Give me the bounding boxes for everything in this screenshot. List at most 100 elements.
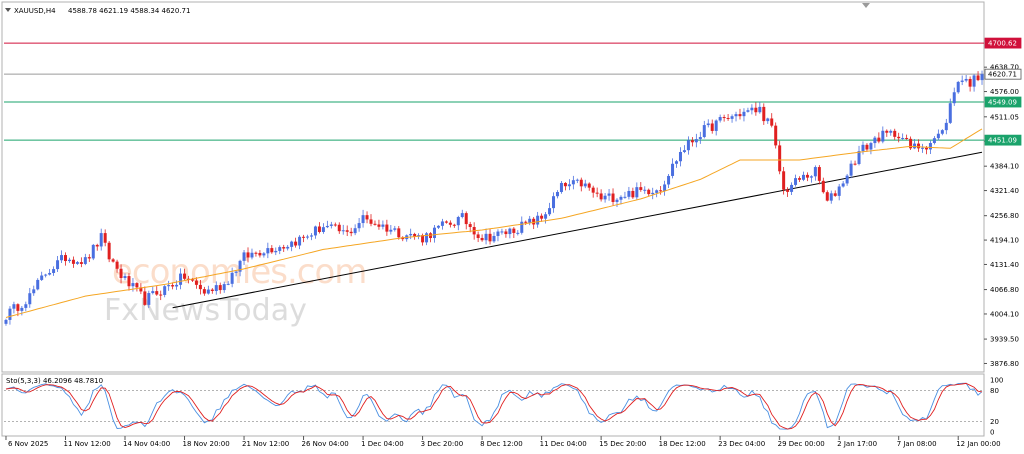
candle [865, 143, 869, 152]
candle [726, 113, 730, 121]
candle [436, 225, 440, 229]
candle [559, 180, 563, 194]
svg-text:4549.09: 4549.09 [988, 99, 1017, 107]
time-tick-label: 12 Jan 00:00 [956, 440, 1000, 448]
candle [290, 240, 294, 252]
candle [325, 220, 329, 229]
candle [210, 288, 214, 294]
candle [944, 118, 948, 135]
candle [353, 224, 357, 236]
candle [262, 252, 266, 258]
candle [571, 175, 575, 190]
candle [452, 223, 456, 228]
candle [905, 134, 909, 140]
svg-text:4451.09: 4451.09 [988, 137, 1017, 145]
candle [686, 136, 690, 155]
candle [492, 232, 496, 243]
candle [746, 107, 750, 113]
candle [940, 129, 944, 136]
candle [631, 187, 635, 199]
candle [44, 273, 48, 278]
candle [567, 179, 571, 191]
candle [873, 135, 877, 148]
price-tick-label: 4576.00 [990, 88, 1019, 96]
candle [341, 224, 345, 235]
stochastic-indicator: 100 80 20 0 [4, 377, 1003, 437]
candle [258, 250, 262, 258]
candle [837, 183, 841, 201]
time-tick-label: 18 Dec 12:00 [659, 440, 706, 448]
candle [4, 318, 8, 326]
candle [909, 136, 913, 150]
candle [782, 166, 786, 195]
candle [321, 223, 325, 234]
candle [143, 286, 147, 306]
candle [79, 257, 83, 268]
time-tick-label: 1 Dec 04:00 [361, 440, 404, 448]
candle [286, 245, 290, 251]
candle [381, 220, 385, 230]
chart-symbol: XAUUSD,H4 [14, 7, 56, 15]
candle [762, 103, 766, 125]
candle [329, 221, 333, 229]
candle [849, 160, 853, 179]
candle [778, 140, 782, 175]
stoch-panel-frame [1, 373, 985, 437]
candle [563, 182, 567, 191]
candle [365, 211, 369, 224]
candle [809, 175, 813, 183]
candle [282, 244, 286, 252]
price-tick-label: 4256.80 [990, 212, 1019, 220]
candle [742, 108, 746, 122]
candle [111, 258, 115, 263]
candle [440, 218, 444, 230]
candle [337, 222, 341, 234]
candle [127, 273, 131, 291]
candle [151, 286, 155, 295]
candle [357, 218, 361, 232]
candle [214, 281, 218, 295]
candle [512, 227, 516, 239]
price-tick-label: 3939.50 [990, 336, 1019, 344]
candle [774, 122, 778, 149]
candle [758, 101, 762, 114]
time-tick-label: 18 Nov 20:00 [183, 440, 230, 448]
candle [821, 177, 825, 194]
candle [702, 120, 706, 139]
candle [75, 261, 79, 265]
candle [107, 240, 111, 263]
candle [671, 158, 675, 179]
candle [603, 193, 607, 203]
candle [155, 286, 159, 296]
candle [222, 281, 226, 293]
candle [468, 221, 472, 233]
candle [432, 224, 436, 243]
candle [345, 225, 349, 237]
candle [635, 182, 639, 200]
candle [202, 286, 206, 296]
candle [651, 187, 655, 200]
candle [266, 242, 270, 259]
candle [87, 254, 91, 262]
candle [246, 247, 250, 263]
candle [722, 114, 726, 122]
candle [24, 301, 28, 312]
candle [845, 173, 849, 186]
candle [881, 126, 885, 144]
chart-ohlc: 4588.78 4621.19 4588.34 4620.71 [68, 7, 190, 15]
candle [317, 222, 321, 234]
candle [976, 71, 980, 82]
price-tick-label: 4066.80 [990, 286, 1019, 294]
time-tick-label: 8 Dec 12:00 [480, 440, 523, 448]
candle [123, 273, 127, 281]
candle [508, 227, 512, 239]
symbol-dropdown-icon[interactable] [5, 8, 11, 12]
scroll-marker-icon[interactable] [862, 3, 870, 8]
candle [250, 248, 254, 260]
candle [714, 119, 718, 136]
candle [163, 285, 167, 298]
time-tick-label: 15 Dec 20:00 [599, 440, 646, 448]
time-tick-label: 3 Dec 20:00 [421, 440, 464, 448]
candle [496, 229, 500, 242]
